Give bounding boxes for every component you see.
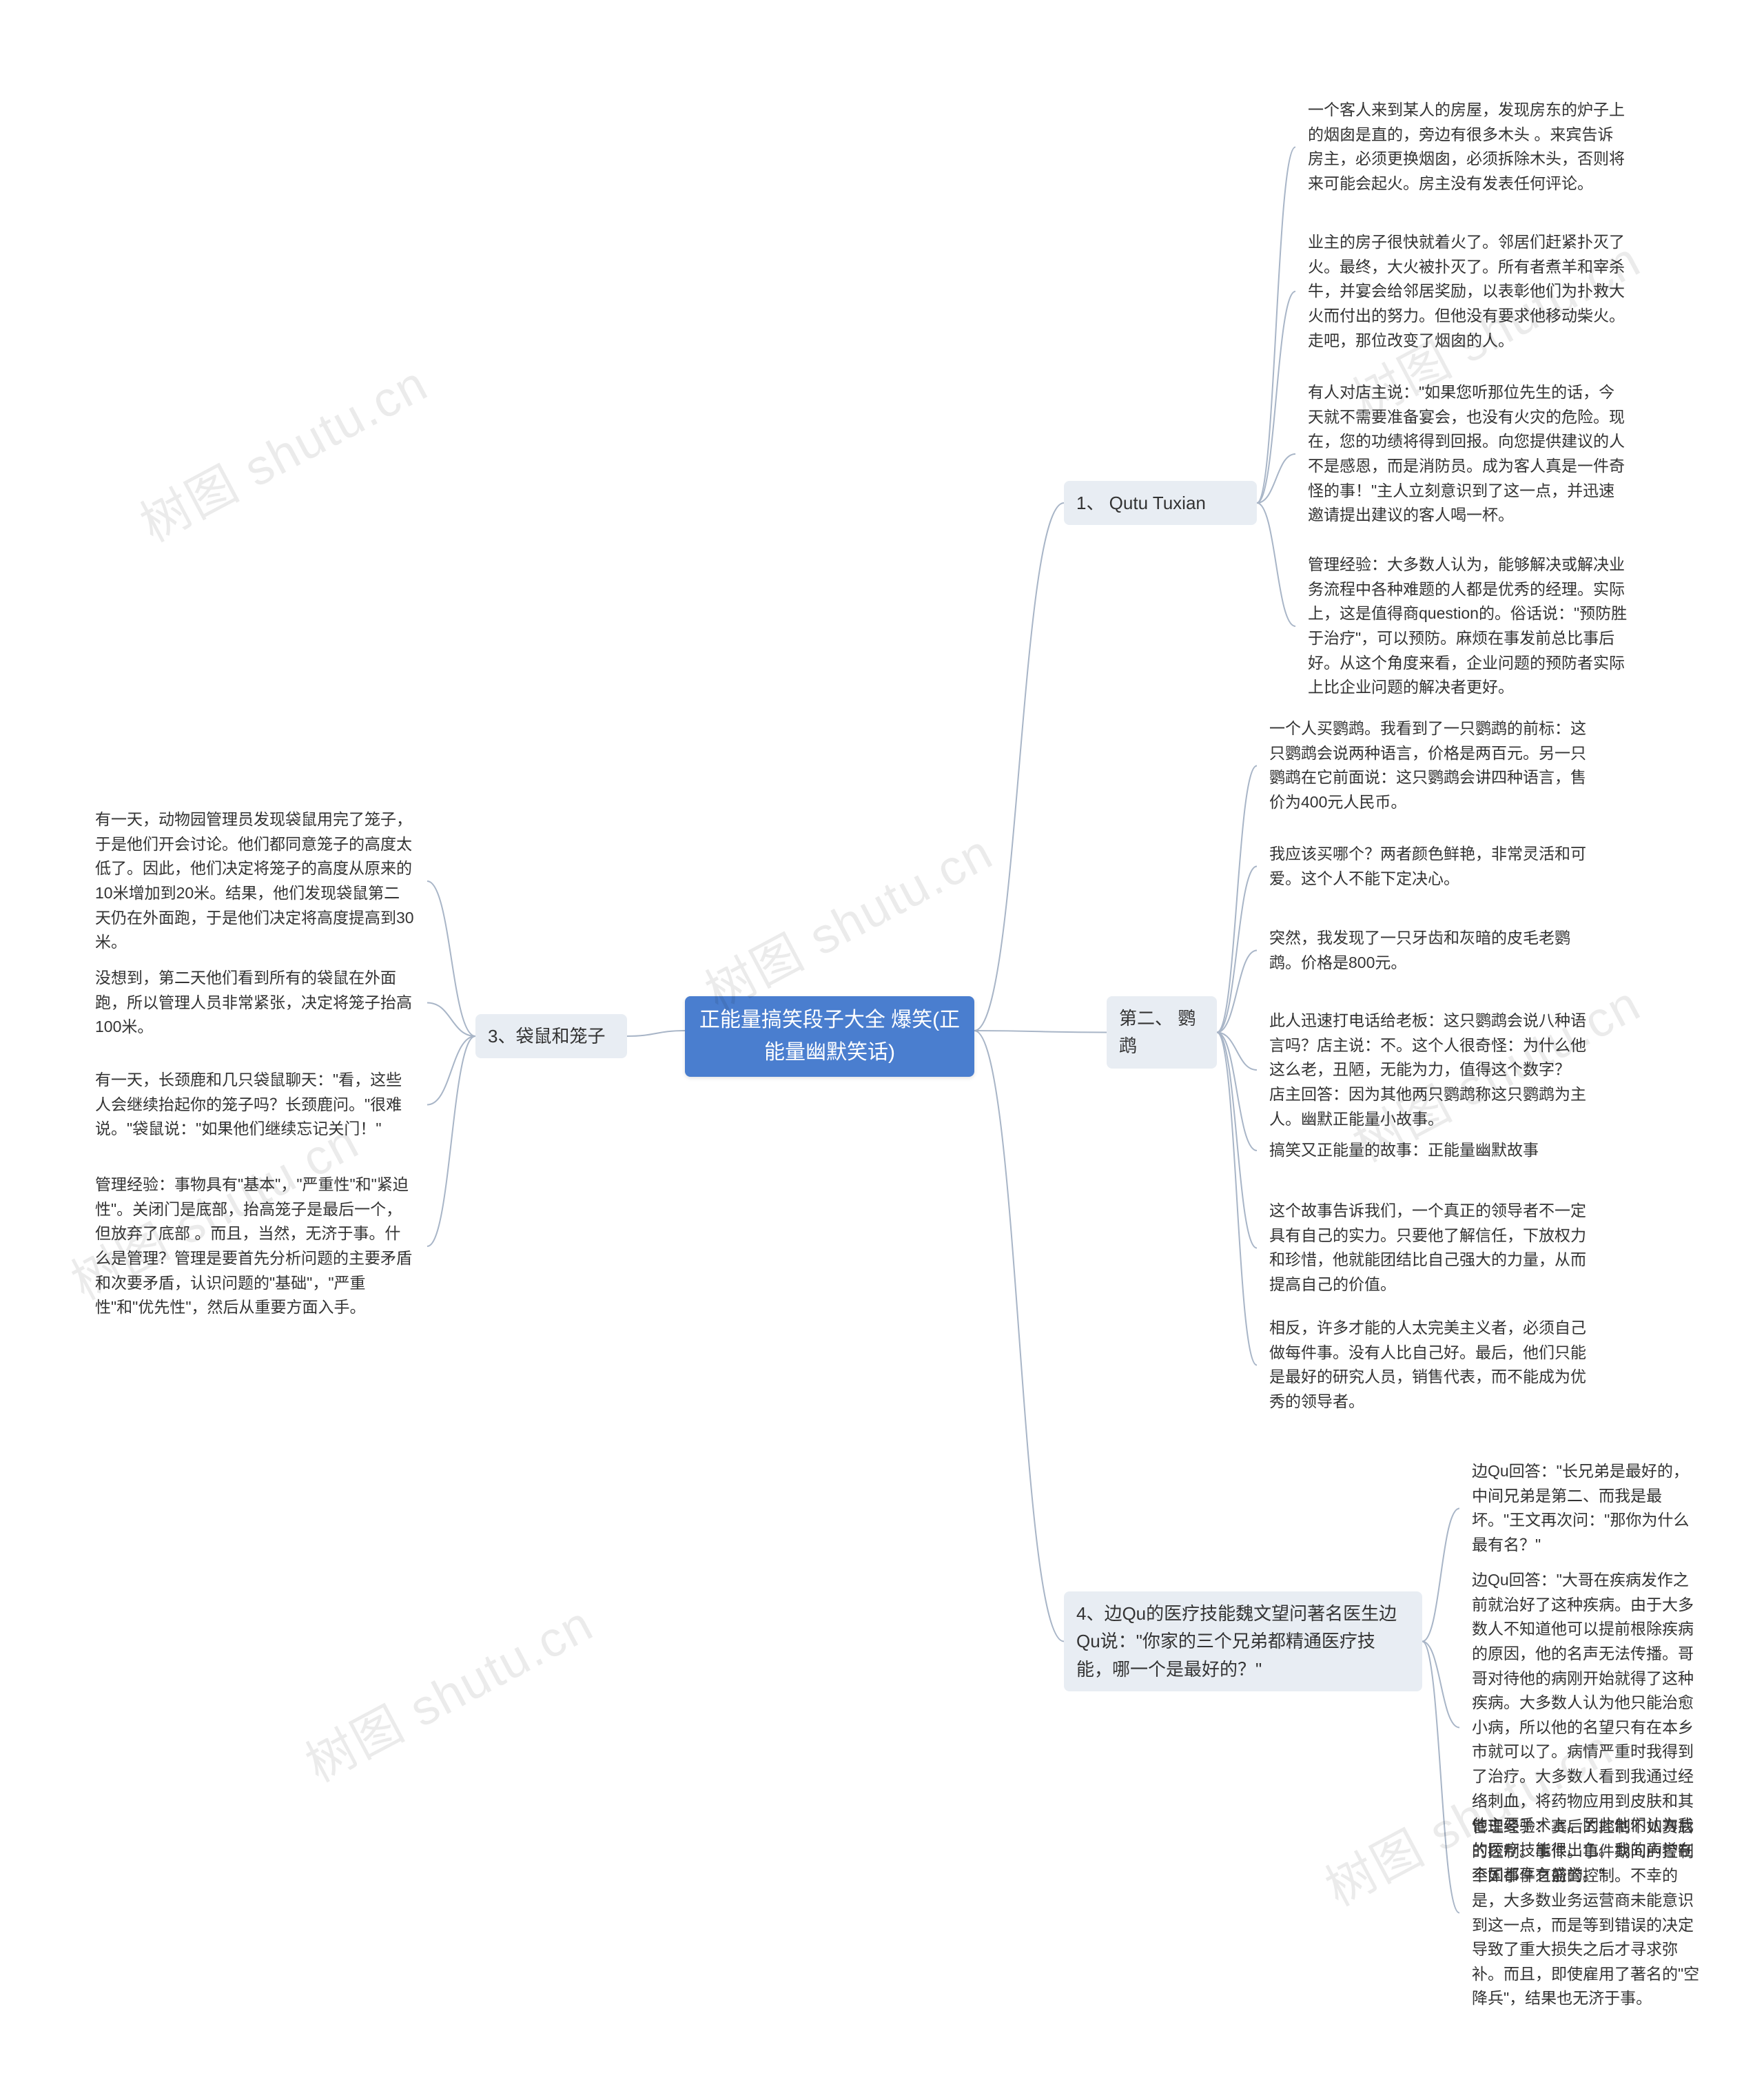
- leaf-b1-0: 一个客人来到某人的房屋，发现房东的炉子上的烟囱是直的，旁边有很多木头 。来宾告诉…: [1295, 90, 1640, 205]
- leaf-b1-3: 管理经验：大多数人认为，能够解决或解决业务流程中各种难题的人都是优秀的经理。实际…: [1295, 544, 1640, 708]
- watermark: 树图 shutu.cn: [125, 344, 438, 556]
- leaf-b2-3: 此人迅速打电话给老板：这只鹦鹉会说八种语言吗？店主说：不。这个人很奇怪：为什么他…: [1257, 1000, 1601, 1140]
- leaf-b3-3: 管理经验：事物具有"基本"，"严重性"和"紧迫性"。关闭门是底部，抬高笼子是最后…: [83, 1164, 427, 1328]
- branch-b1: 1、 Qutu Tuxian: [1064, 481, 1257, 525]
- leaf-b1-1: 业主的房子很快就着火了。邻居们赶紧扑灭了火。最终，大火被扑灭了。所有者煮羊和宰杀…: [1295, 222, 1640, 361]
- leaf-b2-0: 一个人买鹦鹉。我看到了一只鹦鹉的前标：这只鹦鹉会说两种语言，价格是两百元。另一只…: [1257, 708, 1601, 823]
- center-node: 正能量搞笑段子大全 爆笑(正能量幽默笑话): [685, 996, 974, 1077]
- leaf-b2-6: 相反，许多才能的人太完美主义者，必须自己做每件事。没有人比自己好。最后，他们只能…: [1257, 1308, 1601, 1423]
- leaf-b2-1: 我应该买哪个？两者颜色鲜艳，非常灵活和可爱。这个人不能下定决心。: [1257, 834, 1601, 899]
- leaf-b3-2: 有一天，长颈鹿和几只袋鼠聊天："看，这些人会继续抬起你的笼子吗？长颈鹿问。"很难…: [83, 1060, 427, 1150]
- leaf-b3-0: 有一天，动物园管理员发现袋鼠用完了笼子，于是他们开会讨论。他们都同意笼子的高度太…: [83, 799, 427, 963]
- leaf-b1-2: 有人对店主说："如果您听那位先生的话，今天就不需要准备宴会，也没有火灾的危险。现…: [1295, 372, 1640, 536]
- leaf-b4-0: 边Qu回答："长兄弟是最好的，中间兄弟是第二、而我是最坏。"王文再次问："那你为…: [1459, 1451, 1714, 1566]
- leaf-b4-2: 管理经验：赛后的控制不如赛后的控制。事件。事件期间的控制不如事件之前的控制。不幸…: [1459, 1806, 1714, 2019]
- watermark: 树图 shutu.cn: [291, 1584, 604, 1796]
- branch-b3: 3、袋鼠和笼子: [475, 1014, 627, 1058]
- mindmap-canvas: 正能量搞笑段子大全 爆笑(正能量幽默笑话) 1、 Qutu Tuxian 一个客人来…: [0, 0, 1764, 2093]
- leaf-b2-2: 突然，我发现了一只牙齿和灰暗的皮毛老鹦鹉。价格是800元。: [1257, 918, 1601, 983]
- watermark: 树图 shutu.cn: [690, 812, 1003, 1024]
- leaf-b2-4: 搞笑又正能量的故事：正能量幽默故事: [1257, 1130, 1601, 1171]
- branch-b4: 4、边Qu的医疗技能魏文望问著名医生边Qu说："你家的三个兄弟都精通医疗技能，哪…: [1064, 1591, 1422, 1691]
- branch-b2: 第二、 鹦鹉: [1107, 996, 1217, 1069]
- leaf-b3-1: 没想到，第二天他们看到所有的袋鼠在外面跑，所以管理人员非常紧张，决定将笼子抬高1…: [83, 958, 427, 1048]
- leaf-b2-5: 这个故事告诉我们，一个真正的领导者不一定具有自己的实力。只要他了解信任，下放权力…: [1257, 1190, 1601, 1306]
